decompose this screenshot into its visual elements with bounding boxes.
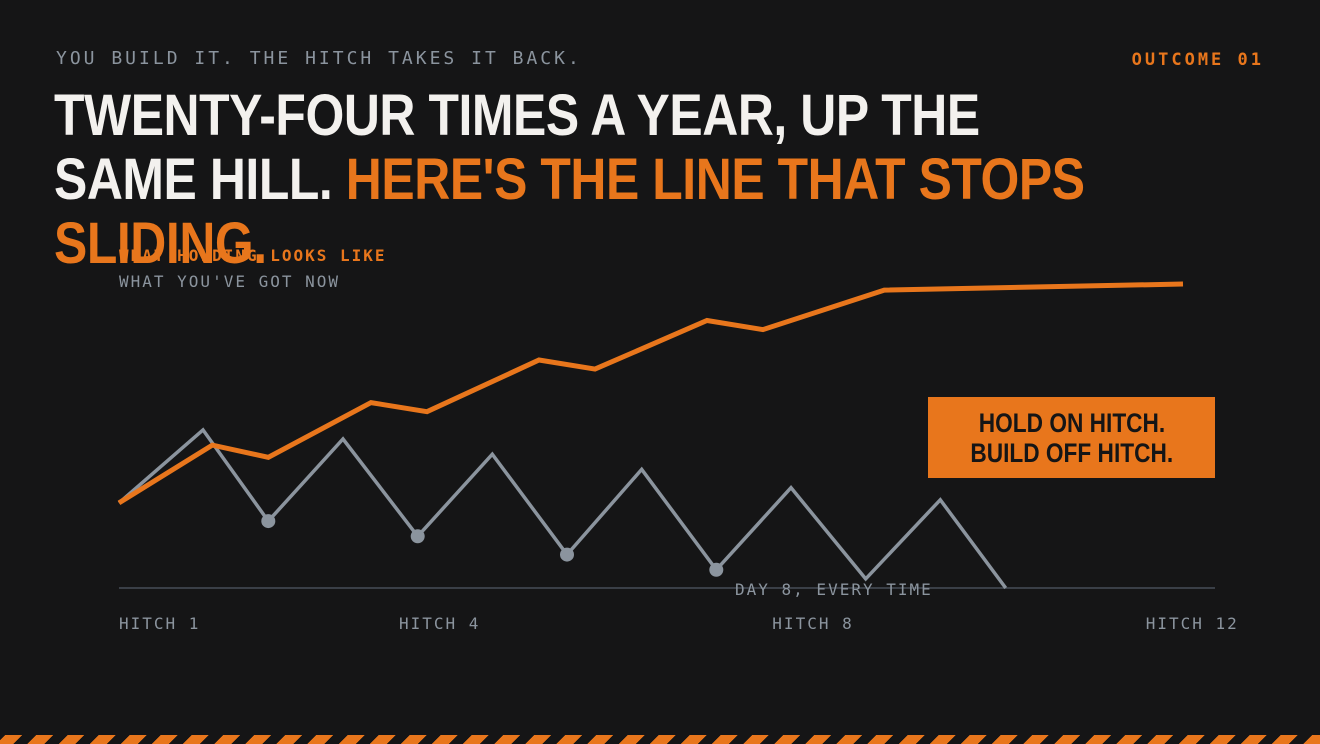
series-line-holding — [117, 281, 1184, 506]
legend-holding: WHAT HOLDING LOOKS LIKE — [119, 246, 387, 265]
drop-marker — [709, 562, 724, 577]
headline: TWENTY-FOUR TIMES A YEAR, UP THE SAME HI… — [54, 84, 1086, 276]
outcome-tag: OUTCOME 01 — [1131, 50, 1264, 70]
drop-marker — [410, 529, 425, 544]
annotation-label: DAY 8, EVERY TIME — [735, 580, 933, 599]
x-tick-label: HITCH 8 — [772, 614, 853, 633]
headline-part-1: TWENTY-FOUR TIMES A YEAR, UP THE SAME HI… — [54, 83, 980, 212]
kicker-text: YOU BUILD IT. THE HITCH TAKES IT BACK. — [56, 48, 582, 69]
x-axis-ticks: HITCH 1 HITCH 4 HITCH 8 HITCH 12 — [119, 614, 1239, 633]
callout-line-1: HOLD ON HITCH. — [978, 407, 1165, 438]
x-tick-label: HITCH 12 — [1146, 614, 1239, 633]
marker-layer — [261, 514, 724, 577]
drop-marker — [261, 514, 276, 529]
headline-part-2: HERE'S THE LINE THAT STOPS SLIDING. — [54, 147, 1085, 276]
hazard-stripe — [0, 735, 1320, 744]
x-tick-label: HITCH 1 — [119, 614, 200, 633]
callout-box: HOLD ON HITCH. BUILD OFF HITCH. — [928, 397, 1215, 478]
x-tick-label: HITCH 4 — [399, 614, 480, 633]
legend-current: WHAT YOU'VE GOT NOW — [119, 272, 341, 291]
callout-line-2: BUILD OFF HITCH. — [970, 437, 1173, 468]
drop-marker — [560, 547, 574, 562]
